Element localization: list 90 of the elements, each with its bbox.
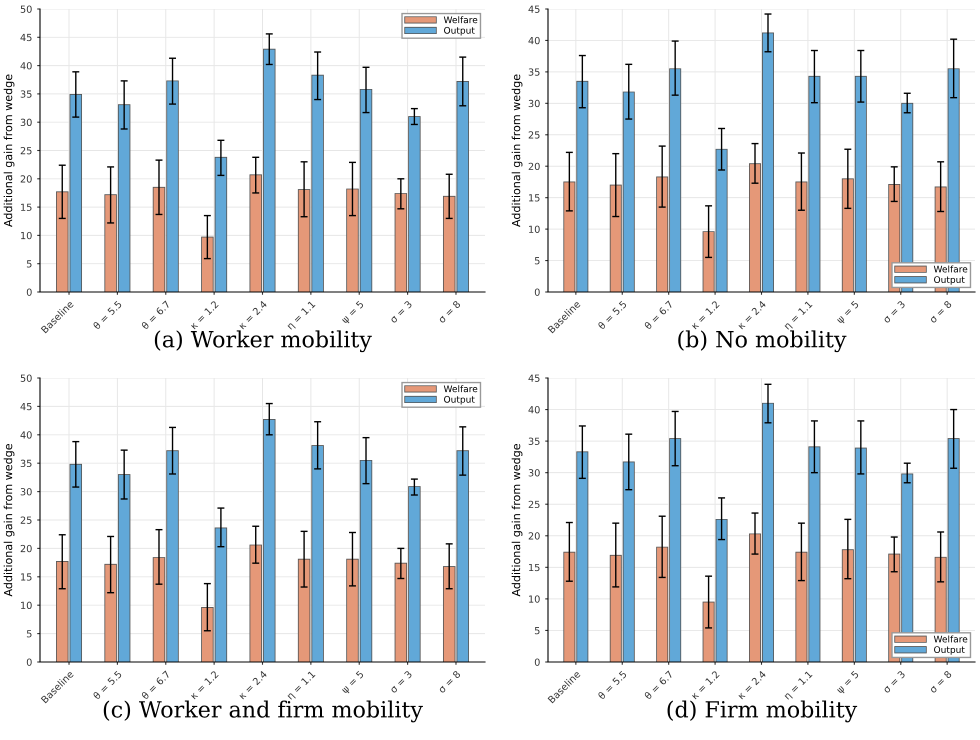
- y-tick-label: 15: [21, 573, 32, 581]
- legend-label: Welfare: [934, 266, 968, 272]
- y-tick-label: 5: [534, 627, 540, 634]
- y-tick-label: 15: [529, 194, 540, 202]
- y-tick-label: 20: [20, 175, 32, 183]
- legend-label: Welfare: [934, 636, 968, 642]
- y-axis-title: Additional gain from wedge: [4, 444, 14, 596]
- y-tick-label: 45: [528, 6, 540, 13]
- x-tick-label: ψ = 5: [340, 300, 366, 325]
- y-tick-label: 45: [20, 34, 32, 42]
- legend-label: Output: [934, 646, 965, 655]
- x-tick-label: θ = 5.5: [597, 300, 627, 330]
- y-tick-label: 10: [529, 595, 540, 603]
- y-tick-label: 30: [20, 118, 32, 126]
- y-tick-label: 10: [21, 602, 32, 610]
- x-tick-label: θ = 6.7: [140, 300, 170, 330]
- y-tick-label: 0: [26, 658, 32, 666]
- x-tick-label: κ = 2.4: [238, 670, 268, 700]
- x-tick-label: σ = 8: [438, 300, 461, 324]
- y-tick-label: 50: [20, 5, 32, 13]
- text: (a) Worker mobility: [154, 330, 372, 352]
- x-tick-label: σ = 3: [389, 670, 412, 694]
- legend-label: Output: [934, 276, 965, 285]
- x-tick-label: σ = 8: [928, 300, 952, 324]
- y-tick-label: 40: [528, 36, 540, 44]
- x-tick-label: κ = 2.4: [238, 300, 268, 330]
- x-tick-label: κ = 2.4: [737, 670, 766, 700]
- x-tick-label: ψ = 5: [836, 300, 860, 325]
- x-tick-label: θ = 5.5: [597, 670, 627, 700]
- text: (c) Worker and firm mobility: [104, 700, 423, 722]
- x-tick-label: κ = 1.2: [690, 300, 720, 330]
- x-tick-label: ψ = 5: [340, 670, 366, 695]
- y-tick-label: 5: [26, 260, 32, 268]
- x-tick-label: σ = 8: [928, 670, 952, 694]
- y-tick-label: 5: [26, 630, 32, 638]
- legend-label: Output: [444, 396, 475, 404]
- y-tick-label: 25: [528, 500, 540, 508]
- y-tick-label: 25: [20, 146, 32, 154]
- y-tick-label: 0: [534, 288, 540, 296]
- x-tick-label: θ = 6.7: [644, 300, 674, 330]
- legend-label: Welfare: [444, 16, 478, 24]
- y-tick-label: 5: [534, 257, 540, 264]
- y-tick-label: 40: [20, 431, 32, 439]
- y-tick-label: 20: [528, 532, 540, 540]
- legend-label: Welfare: [444, 385, 478, 392]
- y-tick-label: 35: [20, 90, 32, 98]
- x-tick-label: η = 1.1: [286, 670, 317, 702]
- y-tick-label: 40: [20, 62, 32, 70]
- y-tick-label: 15: [21, 204, 32, 211]
- y-axis-title: Additional gain from wedge: [512, 444, 522, 596]
- y-tick-label: 35: [20, 460, 32, 468]
- y-tick-label: 10: [529, 226, 540, 233]
- text: (b) No mobility: [678, 330, 846, 352]
- y-axis-title: Additional gain from wedge: [512, 74, 522, 227]
- text: (d) Firm mobility: [668, 700, 858, 722]
- x-tick-label: η = 1.1: [783, 670, 814, 702]
- x-tick-label: η = 1.1: [783, 300, 814, 332]
- y-tick-label: 0: [26, 288, 32, 296]
- y-tick-label: 45: [528, 374, 540, 382]
- legend-label: Output: [444, 26, 475, 36]
- y-tick-label: 15: [529, 564, 540, 572]
- x-tick-label: σ = 3: [882, 300, 906, 324]
- x-tick-label: ψ = 5: [836, 670, 860, 695]
- y-tick-label: 20: [20, 544, 32, 552]
- x-tick-label: θ = 6.7: [140, 670, 170, 700]
- x-tick-label: θ = 5.5: [92, 670, 122, 700]
- x-tick-label: η = 1.1: [286, 300, 317, 332]
- x-tick-label: σ = 3: [882, 670, 906, 694]
- x-tick-label: κ = 2.4: [737, 300, 766, 330]
- x-tick-label: κ = 1.2: [190, 300, 219, 330]
- x-tick-label: σ = 3: [389, 300, 412, 324]
- y-tick-label: 20: [528, 162, 540, 170]
- y-tick-label: 30: [20, 488, 32, 496]
- y-tick-label: 45: [20, 403, 32, 410]
- y-tick-label: 40: [528, 406, 540, 414]
- y-tick-label: 35: [528, 438, 540, 445]
- x-tick-label: θ = 5.5: [92, 300, 122, 330]
- y-tick-label: 35: [528, 68, 540, 76]
- y-tick-label: 10: [21, 232, 32, 240]
- y-tick-label: 30: [528, 469, 540, 476]
- y-axis-title: Additional gain from wedge: [4, 74, 14, 227]
- x-tick-label: κ = 1.2: [190, 670, 219, 700]
- y-tick-label: 50: [20, 374, 32, 382]
- y-tick-label: 0: [534, 658, 540, 666]
- x-tick-label: κ = 1.2: [690, 670, 720, 700]
- y-tick-label: 25: [528, 131, 540, 139]
- x-tick-label: σ = 8: [438, 670, 461, 694]
- y-tick-label: 30: [528, 100, 540, 108]
- y-tick-label: 25: [20, 516, 32, 524]
- x-tick-label: θ = 6.7: [644, 670, 674, 700]
